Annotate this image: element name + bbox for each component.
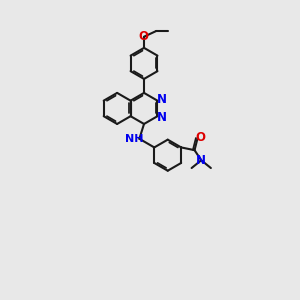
- Text: N: N: [157, 93, 167, 106]
- Text: O: O: [138, 30, 148, 43]
- Text: O: O: [196, 131, 206, 144]
- Text: N: N: [196, 154, 206, 167]
- Text: N: N: [157, 111, 167, 124]
- Text: NH: NH: [125, 134, 143, 144]
